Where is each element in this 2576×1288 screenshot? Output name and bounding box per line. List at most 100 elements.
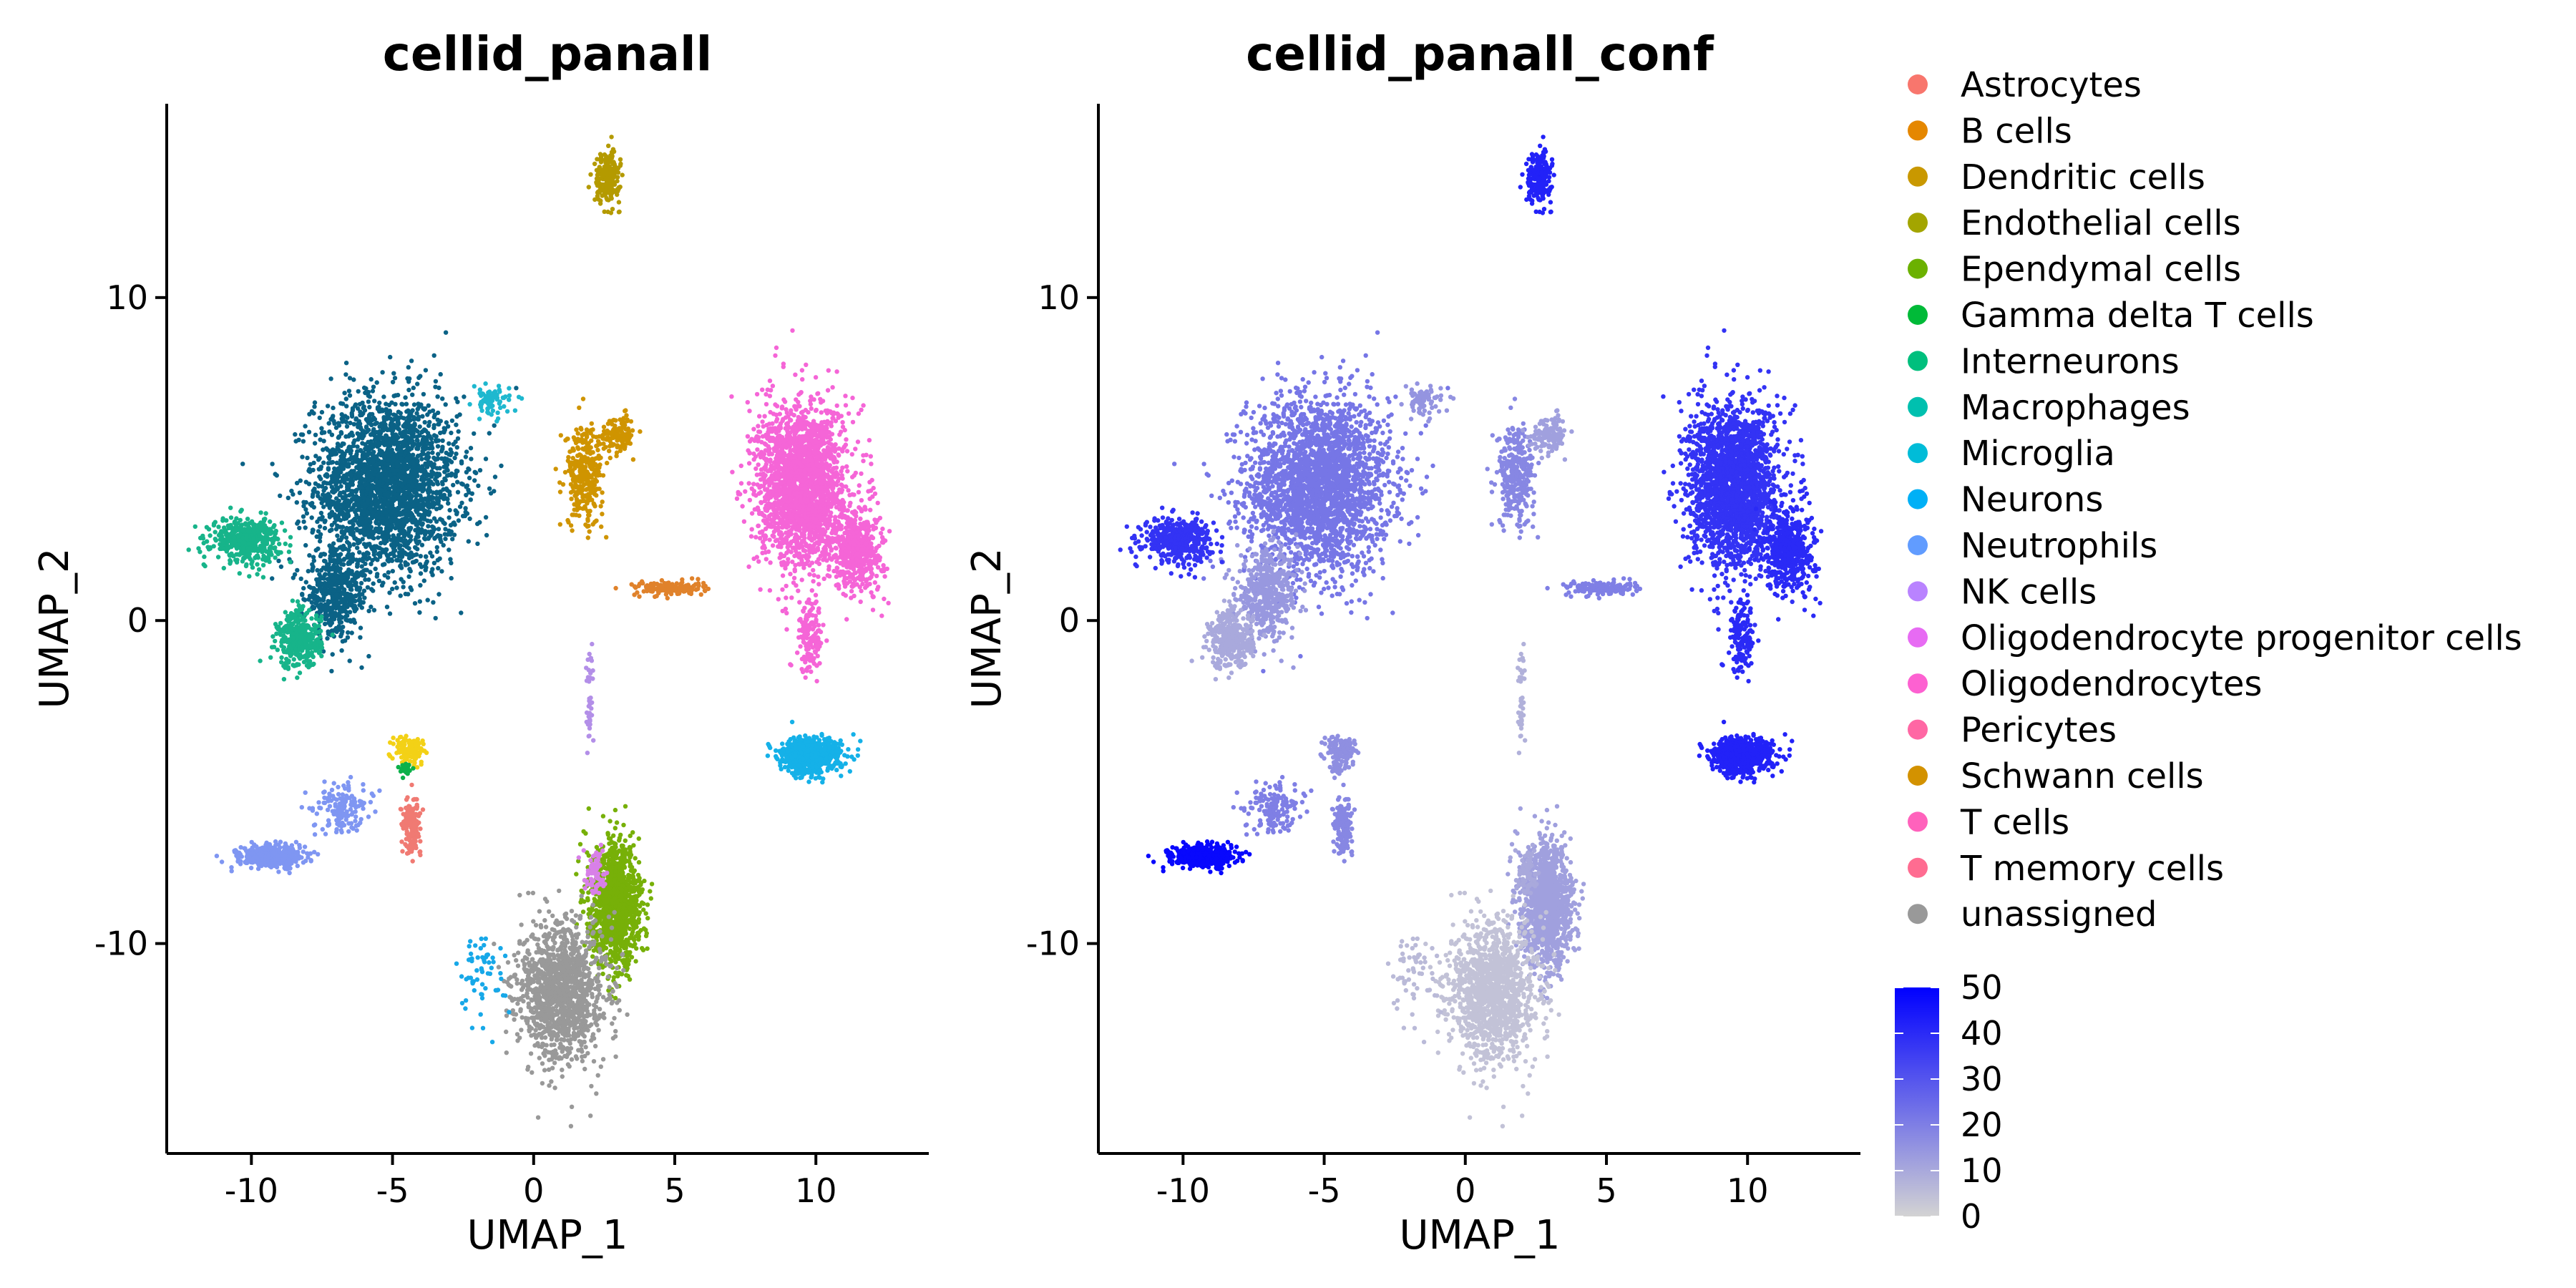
data-point — [449, 418, 455, 424]
data-point — [338, 490, 343, 496]
data-point — [225, 536, 230, 541]
data-point — [605, 428, 610, 434]
data-point — [398, 558, 404, 563]
data-point — [610, 187, 615, 192]
data-point — [278, 493, 283, 498]
data-point — [330, 632, 335, 638]
data-point — [410, 482, 415, 487]
data-point — [339, 648, 344, 653]
data-point — [245, 517, 250, 522]
data-point — [585, 517, 590, 522]
data-point — [234, 516, 239, 521]
data-point — [323, 446, 329, 451]
data-point — [599, 524, 604, 530]
data-point — [385, 447, 391, 452]
data-point — [360, 489, 365, 494]
data-point — [570, 528, 575, 533]
data-point — [310, 494, 316, 499]
data-point — [638, 429, 643, 434]
data-point — [322, 592, 328, 597]
data-point — [228, 553, 233, 558]
data-point — [389, 524, 394, 530]
data-point — [268, 544, 273, 549]
data-point — [418, 554, 423, 559]
data-point — [396, 427, 401, 432]
data-point — [343, 494, 348, 499]
data-point — [369, 422, 374, 427]
data-point — [304, 645, 309, 650]
data-point — [390, 569, 395, 574]
data-point — [306, 636, 311, 641]
data-point — [435, 394, 440, 399]
data-point — [317, 576, 322, 582]
data-point — [288, 535, 293, 540]
data-point — [286, 550, 292, 555]
data-point — [338, 431, 344, 436]
data-point — [602, 209, 607, 214]
data-point — [293, 619, 298, 624]
data-point — [557, 480, 562, 485]
data-point — [394, 417, 399, 422]
data-point — [439, 449, 444, 454]
data-point — [298, 647, 303, 652]
data-point — [225, 546, 231, 551]
data-point — [436, 452, 441, 457]
data-point — [383, 407, 388, 413]
data-point — [300, 432, 306, 437]
data-point — [273, 549, 279, 555]
data-point — [441, 429, 446, 434]
data-point — [255, 549, 260, 554]
data-point — [347, 393, 353, 398]
data-point — [380, 370, 385, 375]
data-point — [336, 435, 341, 440]
data-point — [322, 519, 327, 525]
data-point — [362, 595, 367, 600]
data-point — [420, 521, 425, 526]
data-point — [452, 522, 457, 527]
data-point — [290, 598, 296, 603]
data-point — [447, 515, 452, 520]
data-point — [312, 404, 317, 409]
data-point — [377, 451, 382, 456]
data-point — [303, 507, 308, 512]
data-point — [301, 439, 306, 444]
data-point — [398, 564, 403, 569]
data-point — [469, 457, 474, 462]
data-point — [597, 465, 602, 470]
data-point — [365, 452, 371, 457]
data-point — [358, 528, 363, 533]
data-point — [346, 513, 351, 518]
data-point — [351, 503, 357, 508]
data-point — [415, 381, 420, 386]
data-point — [443, 402, 448, 407]
data-point — [342, 391, 347, 396]
data-point — [353, 594, 358, 599]
cluster-points — [240, 330, 519, 674]
data-point — [356, 424, 361, 429]
data-point — [371, 449, 376, 454]
data-point — [688, 591, 694, 597]
data-point — [370, 510, 376, 516]
data-point — [321, 605, 326, 610]
data-point — [312, 400, 318, 405]
data-point — [304, 511, 310, 516]
data-point — [388, 354, 393, 360]
data-point — [422, 496, 428, 502]
data-point — [691, 583, 696, 588]
data-point — [615, 192, 620, 197]
data-point — [484, 398, 489, 403]
data-point — [487, 404, 492, 409]
data-point — [312, 489, 317, 494]
data-point — [272, 523, 277, 528]
data-point — [417, 562, 423, 567]
data-point — [368, 570, 373, 575]
data-point — [374, 437, 379, 442]
data-point — [359, 665, 364, 670]
data-point — [404, 552, 409, 557]
data-point — [419, 457, 424, 462]
data-point — [410, 443, 416, 449]
data-point — [276, 558, 281, 563]
data-point — [344, 424, 350, 429]
data-point — [427, 419, 432, 425]
data-point — [573, 483, 579, 488]
